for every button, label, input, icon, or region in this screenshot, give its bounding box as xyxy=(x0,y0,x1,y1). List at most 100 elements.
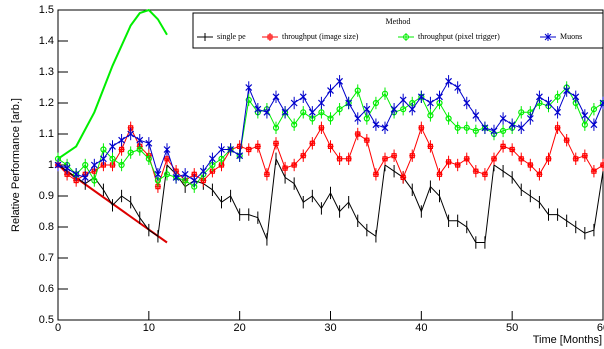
marker xyxy=(500,143,507,150)
marker xyxy=(499,115,507,122)
marker xyxy=(118,136,126,144)
marker xyxy=(408,105,416,113)
marker xyxy=(336,155,343,162)
marker xyxy=(363,137,370,144)
marker xyxy=(127,149,134,156)
marker xyxy=(327,87,334,95)
marker xyxy=(136,136,144,144)
marker xyxy=(109,155,116,162)
marker xyxy=(491,155,497,162)
x-tick-label: 30 xyxy=(324,322,336,334)
marker xyxy=(472,168,479,175)
marker xyxy=(363,115,370,122)
marker xyxy=(281,108,289,116)
marker xyxy=(517,124,525,132)
marker xyxy=(463,99,471,107)
marker xyxy=(418,124,425,131)
marker xyxy=(218,155,225,162)
marker xyxy=(118,146,125,153)
marker xyxy=(390,105,398,113)
marker xyxy=(436,171,443,178)
y-tick-label: 0.6 xyxy=(39,283,54,295)
marker xyxy=(508,121,516,129)
series-line xyxy=(57,157,604,243)
marker xyxy=(272,124,280,131)
marker xyxy=(427,112,434,119)
marker xyxy=(118,161,125,169)
marker xyxy=(454,124,461,131)
marker xyxy=(354,87,361,94)
legend-marker xyxy=(267,34,273,40)
marker xyxy=(336,106,343,113)
marker xyxy=(445,158,452,165)
marker xyxy=(199,167,207,175)
marker xyxy=(454,162,461,168)
marker xyxy=(327,115,334,122)
marker xyxy=(445,77,453,85)
marker xyxy=(545,99,552,107)
marker xyxy=(263,108,271,116)
marker xyxy=(54,161,62,169)
marker xyxy=(590,106,598,113)
marker xyxy=(181,170,189,178)
y-tick-label: 1.5 xyxy=(39,4,54,16)
marker xyxy=(245,146,252,153)
marker xyxy=(445,115,452,122)
marker xyxy=(436,93,443,101)
x-tick-label: 0 xyxy=(55,322,61,334)
marker xyxy=(172,173,180,181)
marker xyxy=(81,173,89,181)
marker xyxy=(526,115,534,122)
marker xyxy=(381,124,389,132)
marker xyxy=(263,171,270,178)
marker xyxy=(572,155,579,162)
marker xyxy=(308,108,316,116)
marker xyxy=(227,146,235,153)
marker xyxy=(400,106,407,113)
legend-label: throughput (image size) xyxy=(282,32,359,41)
marker xyxy=(581,111,589,119)
legend-label: Muons xyxy=(560,32,582,41)
legend-label: single pe xyxy=(217,32,246,41)
marker xyxy=(563,87,571,95)
marker xyxy=(163,171,171,178)
marker xyxy=(291,121,298,128)
x-tick-label: 10 xyxy=(143,322,155,334)
marker xyxy=(554,124,561,131)
marker xyxy=(254,105,262,113)
marker xyxy=(91,177,98,184)
marker xyxy=(554,108,562,116)
marker xyxy=(481,124,489,132)
marker xyxy=(345,99,353,107)
marker xyxy=(472,111,480,119)
marker xyxy=(82,161,89,169)
marker xyxy=(190,177,198,184)
marker xyxy=(518,155,525,162)
marker xyxy=(563,137,570,144)
x-tick-label: 40 xyxy=(415,322,427,334)
marker xyxy=(99,155,107,163)
marker xyxy=(600,162,604,168)
y-tick-label: 1.4 xyxy=(39,35,54,47)
marker xyxy=(272,93,280,101)
marker xyxy=(409,152,416,159)
marker xyxy=(291,162,298,168)
marker xyxy=(163,146,171,153)
y-tick-label: 0.8 xyxy=(39,221,54,233)
marker xyxy=(273,140,279,147)
marker xyxy=(300,109,307,116)
marker xyxy=(454,84,462,91)
marker xyxy=(290,99,298,107)
y-tick-label: 1.1 xyxy=(39,128,54,140)
marker xyxy=(145,155,152,162)
marker xyxy=(109,142,116,150)
marker xyxy=(590,121,598,129)
marker xyxy=(463,124,470,131)
marker xyxy=(208,155,216,163)
marker xyxy=(318,109,325,116)
x-tick-label: 50 xyxy=(506,322,518,334)
marker xyxy=(63,164,71,172)
marker xyxy=(327,143,334,150)
marker xyxy=(317,99,325,107)
